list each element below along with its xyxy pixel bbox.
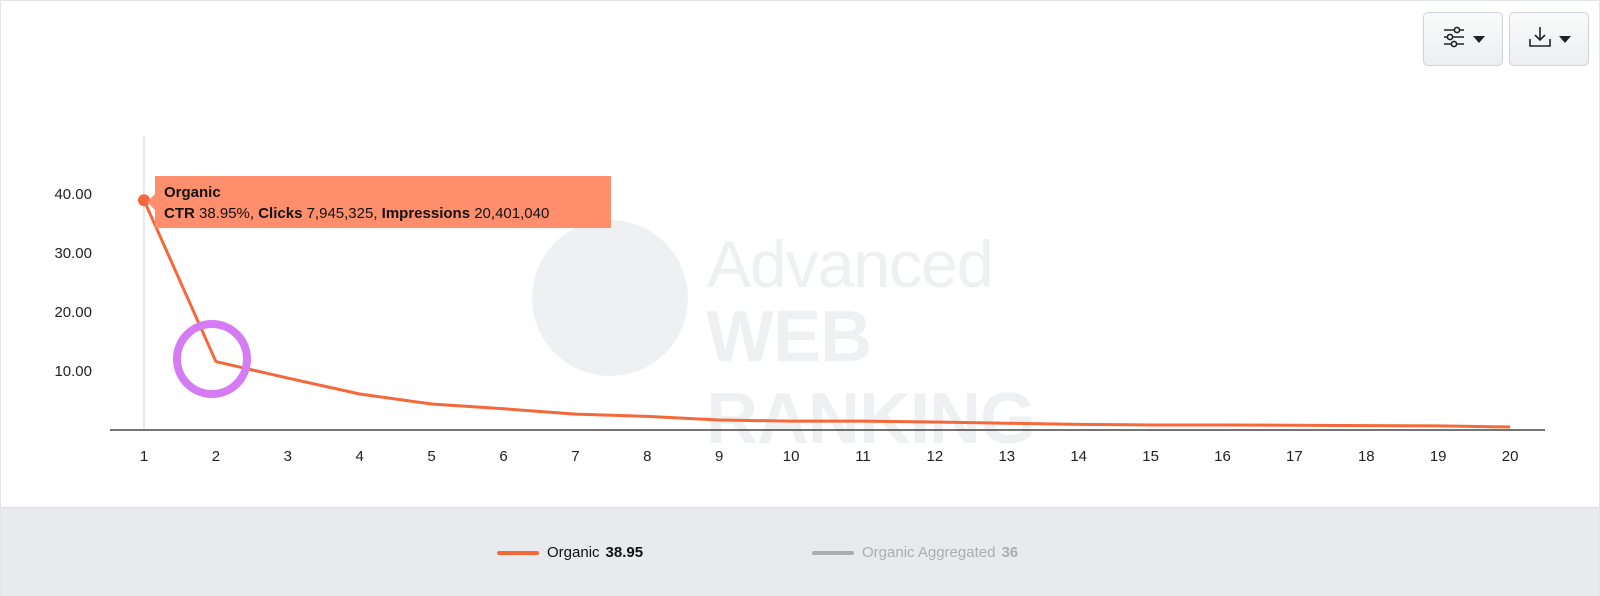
chart-tooltip: Organic CTR 38.95%, Clicks 7,945,325, Im…	[147, 176, 611, 228]
legend-label: Organic	[547, 544, 600, 561]
legend-item-organic-aggregated[interactable]: Organic Aggregated 36	[812, 544, 1018, 561]
legend-value: 36	[1001, 544, 1019, 561]
x-tick-label: 6	[499, 448, 507, 465]
download-button[interactable]	[1509, 12, 1589, 66]
legend-swatch	[812, 550, 854, 555]
legend-item-organic[interactable]: Organic 38.95	[497, 544, 643, 561]
tooltip-series: Organic	[164, 184, 221, 201]
x-tick-label: 10	[783, 448, 800, 465]
tooltip-clicks-label: Clicks	[258, 205, 303, 222]
caret-down-icon	[1473, 35, 1485, 43]
x-tick-label: 4	[356, 448, 364, 465]
x-tick-label: 11	[855, 448, 871, 465]
legend-label: Organic Aggregated	[862, 544, 996, 561]
x-tick-label: 3	[284, 448, 292, 465]
x-tick-label: 5	[427, 448, 435, 465]
x-tick-label: 15	[1142, 448, 1159, 465]
x-tick-label: 12	[927, 448, 944, 465]
x-tick-label: 20	[1502, 448, 1519, 465]
x-tick-label: 13	[998, 448, 1015, 465]
tooltip-impressions-value: 20,401,040	[474, 205, 550, 222]
x-tick-label: 17	[1286, 448, 1303, 465]
chart-settings-button[interactable]	[1423, 12, 1503, 66]
legend-value: 38.95	[605, 544, 644, 561]
y-tick-label: 30.00	[54, 245, 92, 262]
tooltip-clicks-value: 7,945,325,	[306, 205, 378, 222]
tooltip-impressions-label: Impressions	[381, 205, 471, 222]
y-tick-label: 20.00	[54, 304, 92, 321]
x-tick-label: 16	[1214, 448, 1231, 465]
caret-down-icon	[1559, 35, 1571, 43]
y-tick-label: 10.00	[54, 363, 92, 380]
x-tick-label: 2	[212, 448, 220, 465]
highlight-circle	[173, 320, 251, 398]
tooltip-ctr-value: 38.95%,	[199, 205, 255, 222]
x-tick-label: 18	[1358, 448, 1375, 465]
x-tick-label: 19	[1430, 448, 1447, 465]
download-icon	[1527, 24, 1553, 55]
tooltip-ctr-label: CTR	[164, 205, 195, 222]
legend-bar: Organic 38.95 Organic Aggregated 36	[1, 507, 1599, 596]
y-tick-label: 40.00	[54, 186, 92, 203]
legend-swatch	[497, 550, 539, 555]
series-line-organic	[142, 199, 1511, 429]
x-tick-label: 9	[715, 448, 723, 465]
x-tick-label: 14	[1070, 448, 1087, 465]
x-tick-label: 1	[140, 448, 148, 465]
x-tick-label: 7	[571, 448, 579, 465]
x-tick-label: 8	[643, 448, 651, 465]
sliders-icon	[1441, 24, 1467, 55]
